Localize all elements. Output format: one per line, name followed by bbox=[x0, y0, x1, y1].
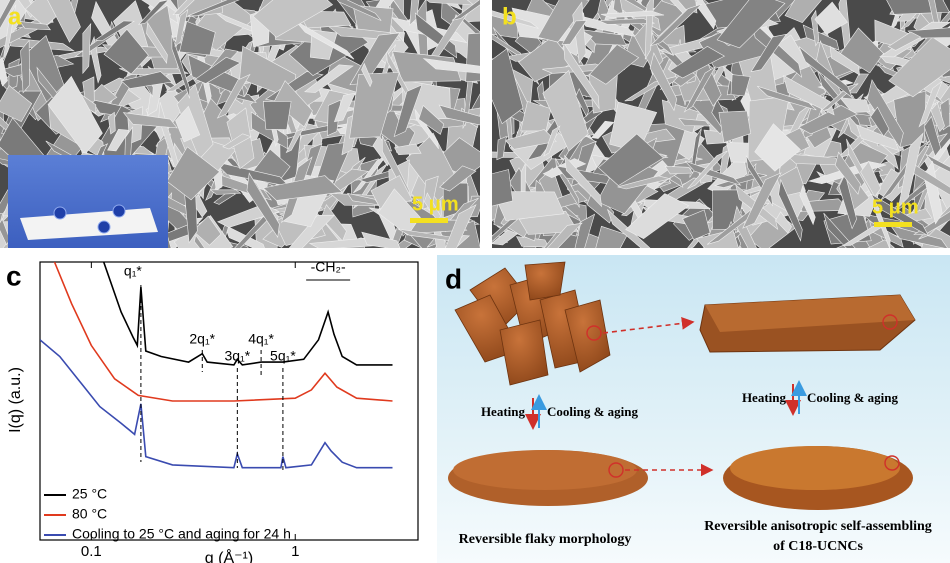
panel-label: b bbox=[502, 3, 517, 30]
chart: c I(q) (a.u.) q (Å⁻¹) 0.1 1 q₁* 2q₁* 3q₁*4q₁… bbox=[6, 259, 418, 563]
annotation: 3q₁* bbox=[224, 348, 250, 364]
series-line bbox=[40, 340, 393, 468]
inset-photo bbox=[8, 155, 168, 248]
annotation: 4q₁* bbox=[248, 331, 274, 347]
annotation: -CH₂- bbox=[311, 259, 346, 275]
flake bbox=[263, 101, 291, 129]
scale-bar-label: 5 μm bbox=[872, 196, 919, 218]
scale-bar bbox=[410, 218, 448, 223]
x-tick-label: 0.1 bbox=[81, 543, 102, 560]
caption: of C18-UCNCs bbox=[773, 539, 863, 554]
panel-label: a bbox=[8, 3, 22, 30]
panel-label: d bbox=[445, 263, 462, 294]
legend-label: 80 °C bbox=[72, 506, 107, 522]
scale-bar bbox=[874, 222, 912, 227]
series-line bbox=[55, 262, 393, 401]
y-axis-label: I(q) (a.u.) bbox=[7, 367, 24, 433]
flake bbox=[476, 170, 513, 208]
figure: a 5 μm b 5 μm c I(q) (a.u.) q (Å⁻¹) 0.1 1… bbox=[0, 0, 950, 563]
step-label: Heating bbox=[481, 404, 526, 419]
x-axis-label: q (Å⁻¹) bbox=[205, 548, 253, 563]
annotation: 2q₁* bbox=[189, 331, 215, 347]
panel-label: c bbox=[6, 260, 22, 291]
caption: Reversible anisotropic self-assembling bbox=[704, 519, 932, 534]
caption: Reversible flaky morphology bbox=[459, 532, 632, 547]
step-label: Heating bbox=[742, 390, 787, 405]
sem-image-b bbox=[472, 0, 950, 274]
legend-label: 25 °C bbox=[72, 486, 107, 502]
plot-area bbox=[40, 262, 393, 468]
x-tick-label: 1 bbox=[291, 543, 299, 560]
step-label: Cooling & aging bbox=[547, 404, 639, 419]
annotation: q₁* bbox=[124, 263, 143, 279]
annotation: 5q₁* bbox=[270, 348, 296, 364]
legend-label: Cooling to 25 °C and aging for 24 h bbox=[72, 526, 291, 542]
flake bbox=[665, 166, 693, 174]
step-label: Cooling & aging bbox=[807, 390, 899, 405]
scale-bar-label: 5 μm bbox=[412, 193, 459, 215]
